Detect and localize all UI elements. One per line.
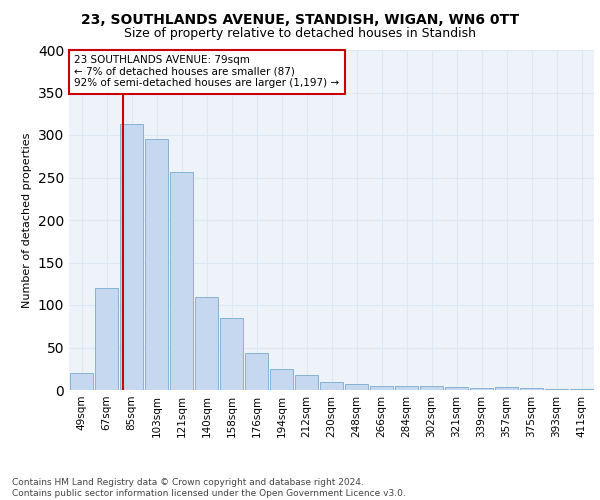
Bar [295,374,318,390]
Bar [370,386,393,390]
Text: Contains HM Land Registry data © Crown copyright and database right 2024.
Contai: Contains HM Land Registry data © Crown c… [12,478,406,498]
Bar [170,172,193,390]
Y-axis label: Number of detached properties: Number of detached properties [22,132,32,308]
Bar [320,382,343,390]
Bar [120,124,143,390]
Bar [195,298,218,390]
Bar [270,369,293,390]
Bar [545,389,568,390]
Bar [245,354,268,390]
Bar [495,388,518,390]
Bar [145,139,168,390]
Text: Size of property relative to detached houses in Standish: Size of property relative to detached ho… [124,28,476,40]
Bar [445,388,468,390]
Bar [520,388,543,390]
Bar [570,389,593,390]
Bar [345,384,368,390]
Text: 23, SOUTHLANDS AVENUE, STANDISH, WIGAN, WN6 0TT: 23, SOUTHLANDS AVENUE, STANDISH, WIGAN, … [81,12,519,26]
Bar [220,318,243,390]
Text: 23 SOUTHLANDS AVENUE: 79sqm
← 7% of detached houses are smaller (87)
92% of semi: 23 SOUTHLANDS AVENUE: 79sqm ← 7% of deta… [74,55,340,88]
Bar [470,388,493,390]
Bar [70,373,93,390]
Bar [395,386,418,390]
Bar [420,386,443,390]
Bar [95,288,118,390]
